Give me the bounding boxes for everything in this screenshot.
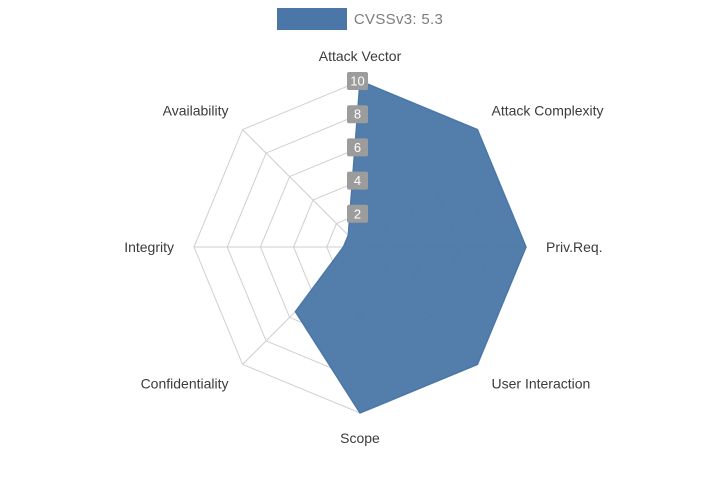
tick-badge-4 xyxy=(347,171,368,190)
axis-label-integrity: Integrity xyxy=(124,239,174,255)
axis-label-attack-vector: Attack Vector xyxy=(319,48,402,64)
tick-label-8: 8 xyxy=(354,107,361,122)
axis-label-priv-req: Priv.Req. xyxy=(546,239,603,255)
axis-spoke xyxy=(242,129,361,248)
tick-badge-8 xyxy=(347,105,368,124)
tick-label-2: 2 xyxy=(354,206,361,221)
axis-label-scope: Scope xyxy=(340,430,380,446)
tick-label-10: 10 xyxy=(350,74,364,89)
axis-label-confidentiality: Confidentiality xyxy=(141,376,229,392)
tick-badge-2 xyxy=(347,204,368,223)
cvss-series-polygon xyxy=(294,79,527,414)
axis-label-attack-complexity: Attack Complexity xyxy=(492,103,604,119)
legend-label[interactable]: CVSSv3: 5.3 xyxy=(353,10,444,28)
tick-label-4: 4 xyxy=(354,173,361,188)
tick-badge-10 xyxy=(347,72,368,90)
tick-badge-6 xyxy=(347,138,368,157)
legend: CVSSv3: 5.3 xyxy=(0,8,720,30)
tick-label-6: 6 xyxy=(354,140,361,155)
axis-label-user-interaction: User Interaction xyxy=(492,376,591,392)
axis-label-availability: Availability xyxy=(163,103,229,119)
legend-swatch[interactable] xyxy=(276,8,347,30)
